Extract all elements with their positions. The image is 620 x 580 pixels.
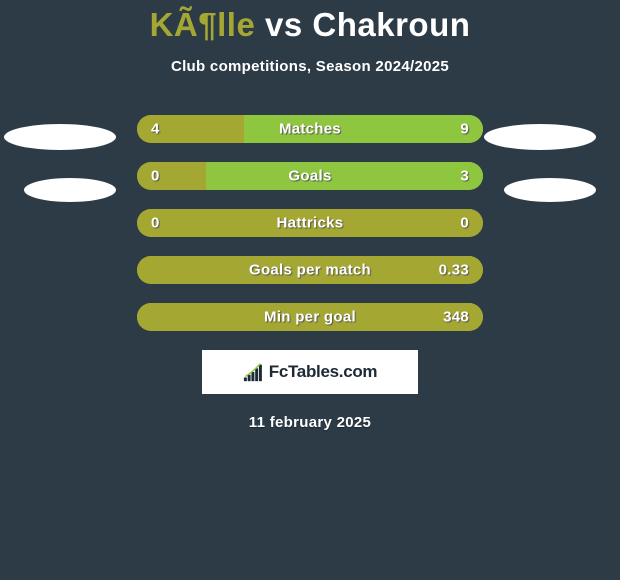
date-text: 11 february 2025 [0, 414, 620, 431]
stat-label: Hattricks [277, 215, 344, 232]
stat-label: Min per goal [264, 309, 356, 326]
subtitle: Club competitions, Season 2024/2025 [0, 58, 620, 75]
stat-bar-right [206, 162, 483, 190]
player1-name: KÃ¶lle [150, 6, 256, 43]
crest-placeholder [24, 178, 116, 202]
brand-text: FcTables.com [269, 362, 378, 382]
page-title: KÃ¶lle vs Chakroun [0, 0, 620, 44]
stat-bar-left [137, 162, 206, 190]
stat-value-left: 0 [151, 215, 160, 232]
stat-label: Goals [288, 168, 331, 185]
stat-row: Matches 4 9 [137, 115, 483, 143]
stat-label: Matches [279, 121, 341, 138]
crest-placeholder [484, 124, 596, 150]
stat-value-left: 4 [151, 121, 160, 138]
stat-row: Goals 0 3 [137, 162, 483, 190]
brand-badge: FcTables.com [202, 350, 418, 394]
stat-label: Goals per match [249, 262, 371, 279]
comparison-chart: Matches 4 9 Goals 0 3 Hattricks 0 0 Goals per mat… [137, 115, 483, 331]
stat-value-right: 348 [443, 309, 469, 326]
crest-placeholder [4, 124, 116, 150]
stat-value-right: 0.33 [439, 262, 469, 279]
stat-row: Hattricks 0 0 [137, 209, 483, 237]
crest-placeholder [504, 178, 596, 202]
vs-text: vs [265, 6, 303, 43]
stat-value-right: 0 [460, 215, 469, 232]
player2-name: Chakroun [312, 6, 470, 43]
stat-row: Min per goal 348 [137, 303, 483, 331]
stat-value-right: 3 [460, 168, 469, 185]
stat-row: Goals per match 0.33 [137, 256, 483, 284]
stat-value-right: 9 [460, 121, 469, 138]
stat-value-left: 0 [151, 168, 160, 185]
brand-chart-icon [243, 361, 265, 383]
